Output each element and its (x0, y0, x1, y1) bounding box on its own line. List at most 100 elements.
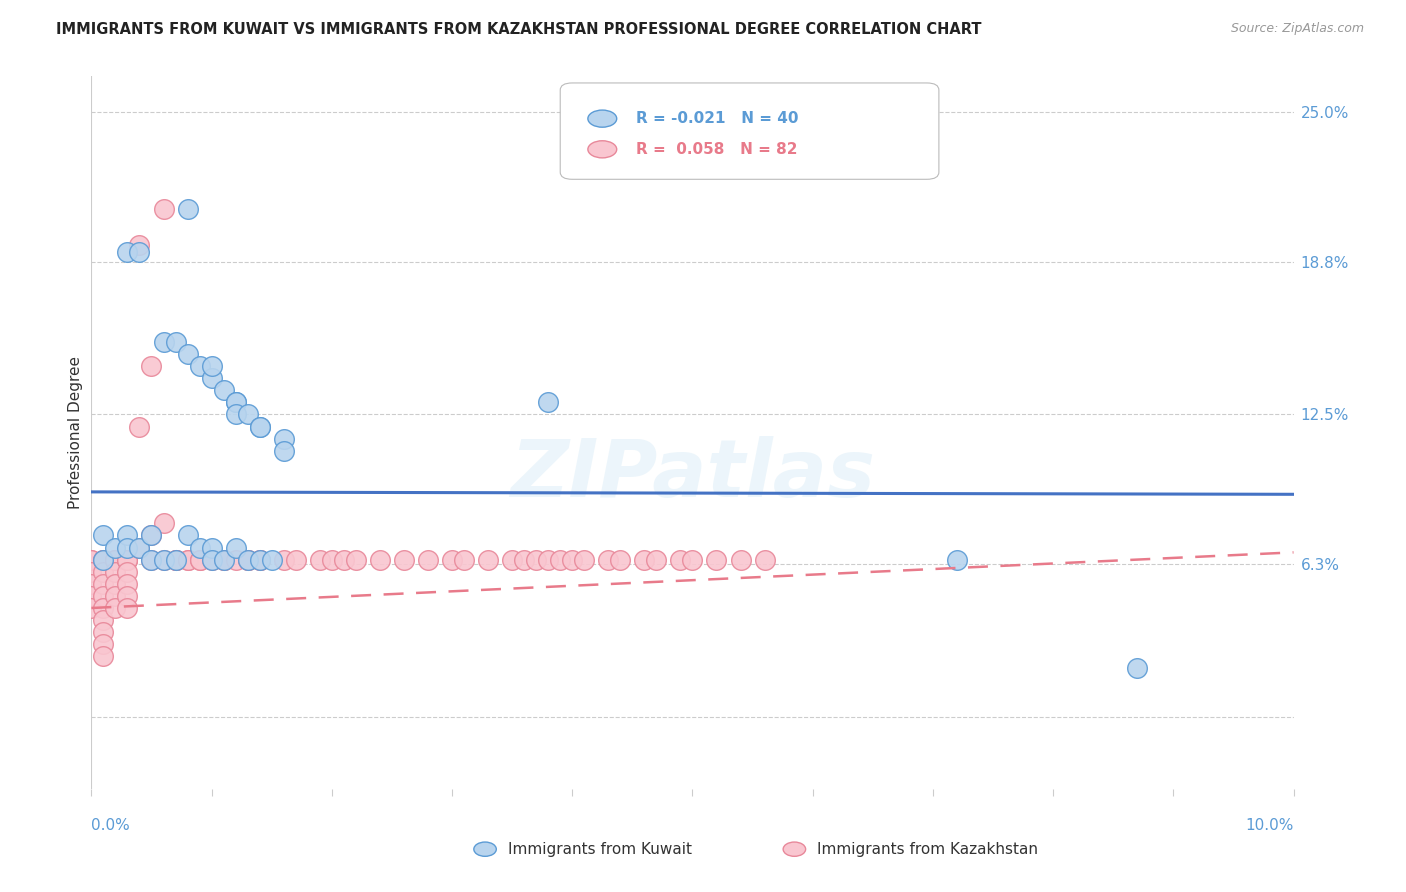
Point (93, 637, 115, 651)
Text: Immigrants from Kuwait: Immigrants from Kuwait (508, 842, 692, 856)
Point (368, 552, 391, 566)
Point (201, 541, 224, 555)
Point (117, 541, 139, 555)
Point (117, 589, 139, 603)
Text: R =  0.058   N = 82: R = 0.058 N = 82 (636, 142, 797, 157)
Point (93, 552, 115, 566)
Point (93, 552, 115, 566)
Point (188, 552, 211, 566)
Point (537, 552, 560, 566)
Point (524, 552, 547, 566)
Point (273, 432, 295, 446)
Point (176, 552, 198, 566)
Point (128, 245, 150, 260)
Point (80, 552, 103, 566)
Point (188, 552, 211, 566)
Text: IMMIGRANTS FROM KUWAIT VS IMMIGRANTS FROM KAZAKHSTAN PROFESSIONAL DEGREE CORRELA: IMMIGRANTS FROM KUWAIT VS IMMIGRANTS FRO… (56, 22, 981, 37)
Text: ZIPatlas: ZIPatlas (510, 436, 875, 515)
Point (754, 552, 776, 566)
Point (574, 552, 596, 566)
Point (152, 552, 174, 566)
Point (730, 552, 752, 566)
Point (165, 552, 187, 566)
Text: Source: ZipAtlas.com: Source: ZipAtlas.com (1230, 22, 1364, 36)
Point (176, 202, 198, 216)
Point (308, 552, 330, 566)
Text: 10.0%: 10.0% (1246, 819, 1294, 833)
Point (165, 552, 187, 566)
Point (93, 565, 115, 579)
Point (212, 552, 235, 566)
Point (104, 565, 127, 579)
Point (477, 552, 499, 566)
Point (117, 576, 139, 591)
Point (225, 408, 247, 422)
Point (152, 202, 174, 216)
Point (225, 552, 247, 566)
FancyBboxPatch shape (560, 83, 939, 179)
Point (236, 552, 259, 566)
Point (561, 552, 583, 566)
Point (501, 552, 523, 566)
Point (453, 552, 475, 566)
Point (249, 419, 271, 434)
Point (93, 576, 115, 591)
Point (537, 395, 560, 409)
Point (104, 552, 127, 566)
Point (117, 601, 139, 615)
Point (201, 552, 224, 566)
Text: Immigrants from Kazakhstan: Immigrants from Kazakhstan (817, 842, 1038, 856)
Point (128, 238, 150, 252)
Point (80, 589, 103, 603)
Point (598, 552, 620, 566)
Point (548, 552, 571, 566)
Point (201, 359, 224, 373)
Text: 0.0%: 0.0% (91, 819, 131, 833)
Point (236, 552, 259, 566)
Point (260, 552, 283, 566)
Point (117, 552, 139, 566)
Point (645, 552, 668, 566)
Point (249, 552, 271, 566)
Point (176, 552, 198, 566)
Point (93, 601, 115, 615)
Point (117, 552, 139, 566)
Point (152, 552, 174, 566)
Point (176, 528, 198, 542)
Point (321, 552, 343, 566)
Point (284, 552, 307, 566)
Point (152, 516, 174, 531)
Point (416, 552, 439, 566)
Point (104, 589, 127, 603)
Point (440, 552, 463, 566)
Point (93, 552, 115, 566)
Point (117, 552, 139, 566)
Point (117, 528, 139, 542)
Point (1126, 661, 1149, 675)
Point (946, 552, 969, 566)
Point (706, 552, 728, 566)
Point (128, 419, 150, 434)
Point (249, 552, 271, 566)
Point (609, 552, 631, 566)
Point (176, 347, 198, 361)
Point (344, 552, 367, 566)
Point (225, 541, 247, 555)
Point (104, 541, 127, 555)
Circle shape (588, 141, 617, 158)
Point (141, 552, 163, 566)
Point (104, 576, 127, 591)
Point (249, 419, 271, 434)
Point (236, 408, 259, 422)
Point (188, 541, 211, 555)
Point (201, 552, 224, 566)
Circle shape (588, 110, 617, 128)
Point (93, 613, 115, 627)
Point (225, 395, 247, 409)
Point (165, 552, 187, 566)
Point (201, 371, 224, 385)
Point (80, 601, 103, 615)
Point (225, 395, 247, 409)
Point (165, 552, 187, 566)
Point (117, 565, 139, 579)
